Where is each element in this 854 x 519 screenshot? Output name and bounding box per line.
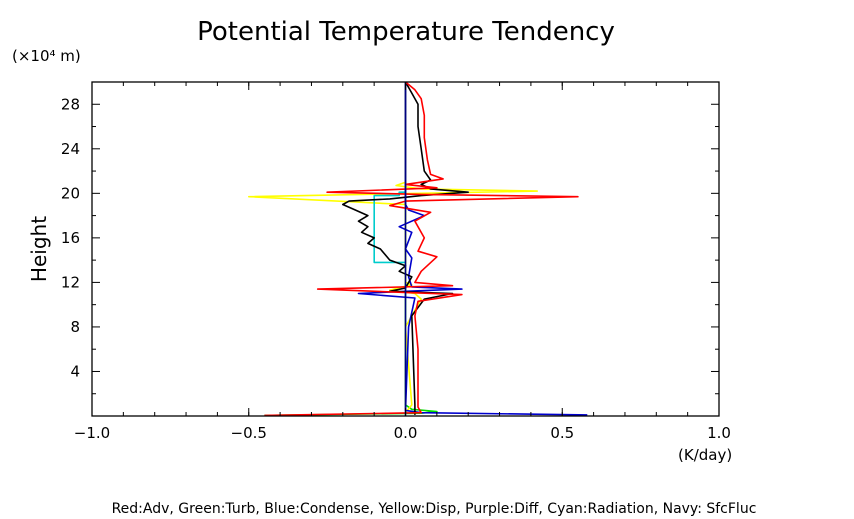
x-tick-label: 0.0 <box>394 424 418 442</box>
y-tick-label: 12 <box>61 273 80 291</box>
y-tick-label: 20 <box>61 184 80 202</box>
series-line <box>341 81 470 415</box>
y-tick-label: 16 <box>61 229 80 247</box>
y-unit-label: (×10⁴ m) <box>12 47 81 65</box>
legend-text: Red:Adv, Green:Turb, Blue:Condense, Yell… <box>112 501 757 517</box>
plot-frame <box>91 81 720 417</box>
y-axis-label: Height <box>27 216 51 282</box>
y-tick-label: 8 <box>70 318 80 336</box>
x-tick-label: 1.0 <box>707 424 731 442</box>
y-tick-label: 4 <box>70 362 80 380</box>
x-tick-label: 0.5 <box>550 424 574 442</box>
x-tick-label: −1.0 <box>74 424 110 442</box>
x-tick-label: −0.5 <box>231 424 267 442</box>
tick-labels: −1.0 −0.5 0.0 0.5 1.0 4 8 12 16 20 24 28 <box>61 95 731 442</box>
y-tick-label: 28 <box>61 95 80 113</box>
series-line <box>248 82 539 414</box>
x-unit-label: (K/day) <box>678 446 732 464</box>
y-tick-label: 24 <box>61 140 80 158</box>
series-line <box>264 81 579 417</box>
series-line <box>373 191 406 264</box>
series-line <box>264 82 438 417</box>
chart-title: Potential Temperature Tendency <box>197 17 615 47</box>
series-layer <box>248 81 588 417</box>
series-line <box>357 82 588 416</box>
